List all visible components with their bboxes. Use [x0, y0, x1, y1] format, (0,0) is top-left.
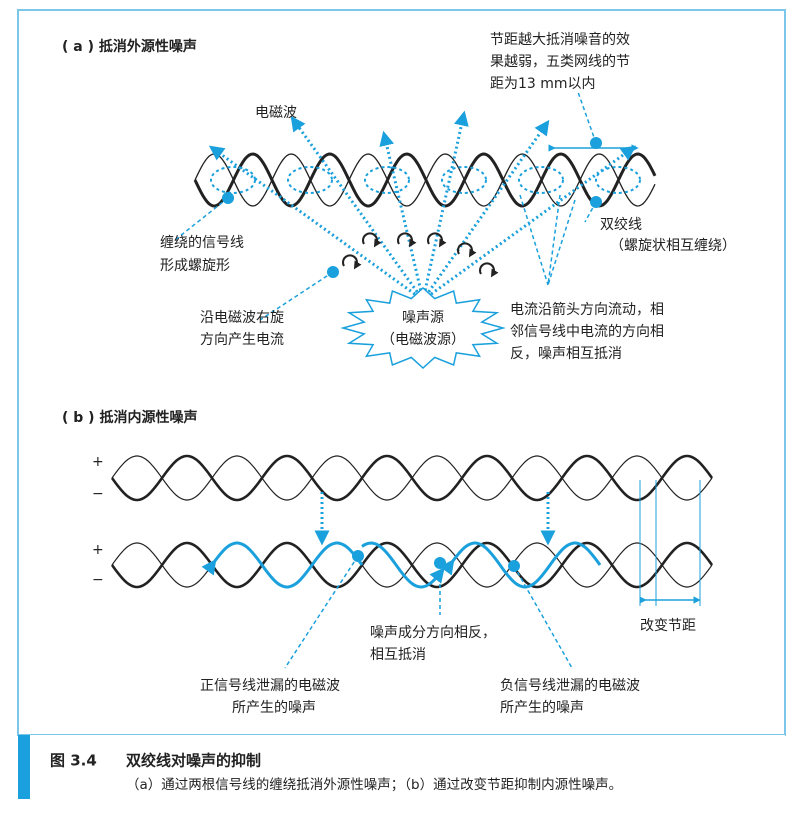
part-b-title: ( b ) 抵消内源性噪声 [62, 409, 197, 426]
current-loop [287, 166, 333, 194]
figure-title: 双绞线对噪声的抑制 [126, 752, 261, 770]
caption-bg [30, 735, 785, 799]
pitch-note: 距为13 mm以内 [490, 76, 596, 92]
noise-path [439, 541, 602, 589]
em-ray [290, 115, 425, 301]
noise-source-label: （电磁波源） [381, 332, 465, 348]
leader [547, 194, 561, 286]
sign: − [92, 572, 104, 588]
sign: − [92, 486, 104, 502]
figure-caption: （a）通过两根信号线的缠绕抵消外源性噪声；（b）通过改变节距抑制内源性噪声。 [126, 776, 622, 793]
dot [590, 196, 602, 208]
pitch-note: 节距越大抵消噪音的效 [490, 31, 630, 48]
cancel-note: 反，噪声相互抵消 [510, 346, 622, 362]
current-loop [595, 166, 641, 194]
wire-thick [110, 454, 714, 502]
sign: + [92, 542, 104, 558]
pitch-note: 果越弱，五类网线的节 [490, 54, 630, 70]
right-spin-note: 沿电磁波右旋 [200, 310, 284, 326]
spin-arrow [362, 232, 382, 248]
leader [577, 91, 597, 144]
spin-arrow [342, 254, 362, 270]
positive-note: 正信号线泄漏的电磁波 [200, 678, 340, 694]
dot [590, 137, 602, 149]
right-spin-note: 方向产生电流 [200, 332, 284, 348]
opposite-note: 噪声成分方向相反， [370, 625, 496, 641]
artwork [110, 91, 714, 669]
em-ray [422, 145, 637, 302]
current-loop [441, 166, 487, 194]
dot [222, 192, 234, 204]
leader [174, 197, 229, 241]
helix-note: 形成螺旋形 [160, 258, 230, 274]
leader [259, 271, 334, 321]
em-ray [421, 110, 469, 301]
dot [434, 557, 446, 569]
twisted-pair-label: （螺旋状相互缠绕） [610, 237, 736, 254]
noise-path [201, 541, 364, 589]
em-ray [421, 119, 550, 301]
positive-note: 所产生的噪声 [232, 700, 316, 716]
caption-bar [18, 735, 30, 799]
dot [508, 560, 520, 572]
spin-arrow [397, 232, 417, 248]
negative-note: 负信号线泄漏的电磁波 [500, 678, 640, 694]
opposite-note: 相互抵消 [370, 647, 426, 663]
current-loop [518, 166, 564, 194]
figure-number: 图 3.4 [50, 752, 97, 770]
leader [547, 199, 576, 286]
negative-note: 所产生的噪声 [500, 700, 584, 716]
twisted-pair-label: 双绞线 [600, 216, 642, 233]
cancel-note: 邻信号线中电流的方向相 [510, 324, 664, 340]
current-loop [364, 166, 410, 194]
helix-note: 缠绕的信号线 [160, 234, 244, 251]
em-wave-label: 电磁波 [255, 105, 297, 121]
wire-thick [193, 152, 657, 208]
spin-arrow [427, 232, 447, 248]
leader [513, 565, 573, 669]
part-a-title: ( a ) 抵消外源性噪声 [62, 38, 197, 55]
wire-thick [110, 541, 714, 589]
leader [519, 194, 549, 286]
sign: + [92, 454, 104, 470]
spin-arrow [479, 262, 499, 278]
leader [284, 555, 359, 669]
noise-source-label: 噪声源 [402, 310, 444, 326]
spin-arrow [457, 242, 477, 258]
noise-path [361, 541, 445, 589]
dot [327, 266, 339, 278]
pitch-change-label: 改变节距 [640, 618, 696, 634]
dot [352, 550, 364, 562]
cancel-note: 电流沿箭头方向流动，相 [510, 301, 664, 318]
noise-burst [340, 286, 506, 370]
